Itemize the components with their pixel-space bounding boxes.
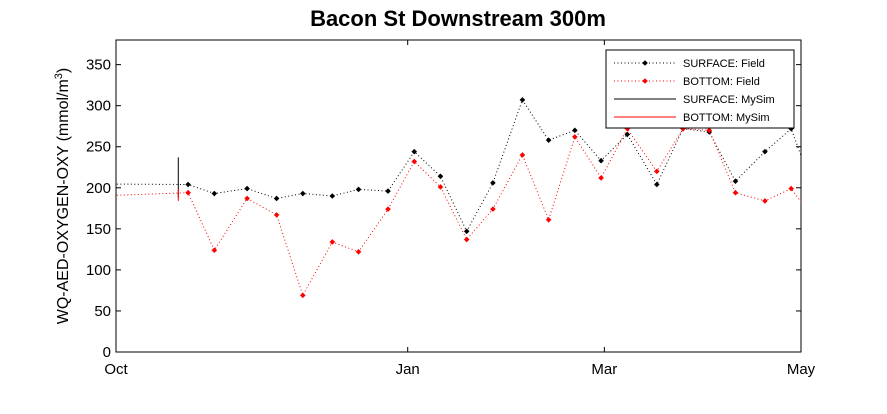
y-tick-label: 200: [86, 180, 111, 197]
data-point: [815, 221, 821, 227]
data-point: [300, 292, 306, 299]
data-point: [463, 236, 470, 243]
data-point: [841, 138, 847, 144]
y-tick-label: 0: [103, 344, 111, 361]
data-point: [841, 183, 847, 189]
data-point: [411, 148, 418, 155]
legend: SURFACE: Field BOTTOM: Field SURFACE: MySi…: [605, 49, 795, 129]
y-axis-label-text: WQ-AED-OXYGEN-OXY (mmol/m: [55, 79, 72, 324]
data-point: [244, 195, 250, 202]
data-point: [788, 185, 794, 192]
data-point: [624, 131, 631, 138]
x-tick-label: Jan: [396, 361, 420, 378]
data-point: [385, 188, 391, 194]
legend-marker: [642, 60, 648, 66]
legend-entry: SURFACE: MySim: [683, 94, 775, 106]
data-point: [732, 178, 739, 185]
data-point: [48, 195, 54, 201]
y-axis-label: WQ-AED-OXYGEN-OXY (mmol/m3): [53, 68, 72, 325]
data-point: [867, 185, 873, 191]
legend-entry: BOTTOM: MySim: [683, 112, 770, 124]
data-point: [211, 247, 218, 253]
data-point: [355, 186, 362, 193]
data-point: [762, 198, 768, 204]
data-point: [329, 193, 336, 199]
y-tick-label: 150: [86, 221, 111, 238]
data-point: [244, 185, 250, 192]
data-point: [437, 184, 444, 190]
data-point: [490, 180, 496, 186]
data-point: [653, 168, 660, 175]
data-point: [329, 239, 336, 245]
data-point: [385, 206, 391, 212]
data-point: [273, 195, 280, 202]
data-point: [762, 148, 768, 155]
data-point: [490, 206, 496, 212]
data-point: [732, 189, 739, 196]
y-axis: 0 50 100 150 200 250 300 350: [86, 57, 801, 361]
data-point: [545, 217, 552, 223]
legend-entry: SURFACE: Field: [683, 58, 765, 70]
data-point: [48, 181, 54, 187]
data-point: [598, 157, 604, 164]
data-point: [706, 127, 713, 134]
data-point: [185, 189, 191, 196]
x-axis: Oct Jan Mar May: [104, 40, 816, 378]
series-1: [48, 125, 873, 299]
data-point: [572, 134, 578, 140]
data-point: [867, 179, 873, 185]
data-point: [411, 158, 418, 165]
data-point: [273, 212, 280, 218]
chart-title: Bacon St Downstream 300m: [310, 6, 606, 31]
legend-marker: [642, 78, 648, 84]
data-point: [437, 173, 444, 180]
series-layer: [48, 97, 873, 299]
data-point: [788, 125, 794, 132]
data-point: [653, 181, 660, 188]
y-tick-label: 100: [86, 262, 111, 279]
data-point: [624, 125, 631, 132]
data-point: [185, 181, 191, 188]
y-tick-label: 350: [86, 57, 111, 74]
y-tick-label: 300: [86, 98, 111, 115]
data-point: [572, 127, 578, 134]
data-point: [463, 228, 470, 235]
legend-box: [605, 49, 795, 129]
y-axis-label-superscript: 3: [53, 73, 65, 79]
y-tick-label: 50: [94, 303, 111, 320]
x-tick-label: Mar: [591, 361, 617, 378]
data-point: [211, 190, 218, 197]
data-point: [355, 249, 362, 255]
x-tick-label: Oct: [104, 361, 128, 378]
y-tick-label: 250: [86, 139, 111, 156]
data-point: [545, 137, 552, 143]
data-point: [300, 190, 306, 197]
legend-entry: BOTTOM: Field: [683, 76, 760, 88]
data-point: [519, 152, 526, 158]
data-point: [519, 97, 526, 103]
data-point: [815, 198, 821, 204]
x-tick-label: May: [787, 361, 816, 378]
y-axis-label-close: ): [55, 68, 72, 73]
data-point: [598, 175, 604, 181]
